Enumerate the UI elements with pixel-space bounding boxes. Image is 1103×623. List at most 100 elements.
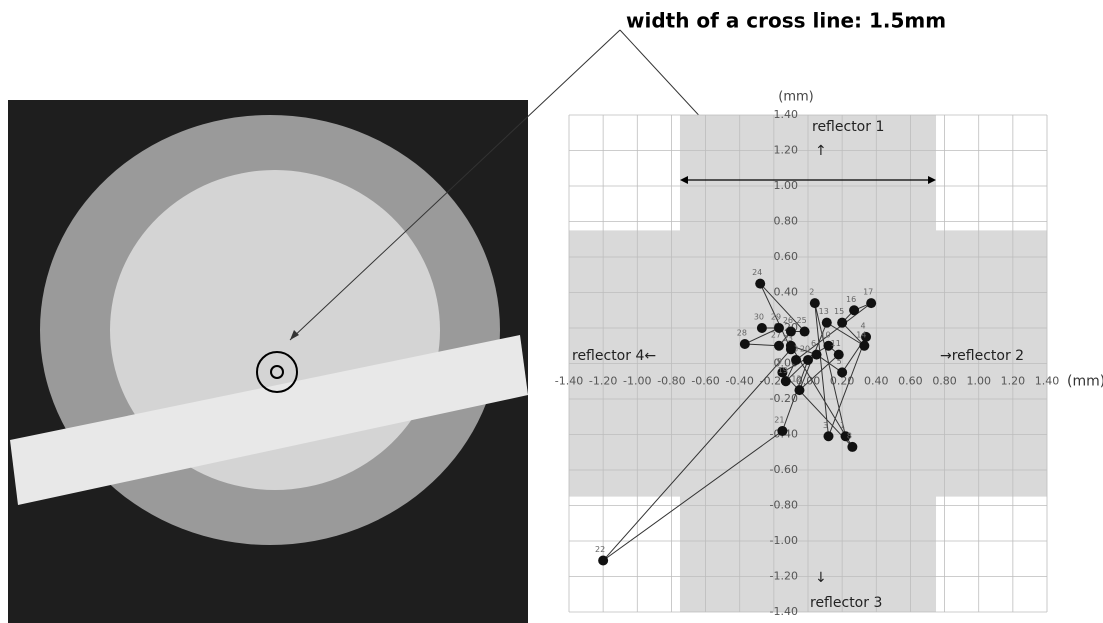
point <box>777 425 788 436</box>
point <box>823 431 834 442</box>
point-label: 19 <box>778 366 788 375</box>
x-tick-label: 0.60 <box>898 375 923 388</box>
point-label: 30 <box>754 313 764 322</box>
reflector-label: →reflector 2 <box>940 348 1024 364</box>
point-label: 5 <box>837 357 842 366</box>
point <box>861 331 872 342</box>
x-tick-label: -1.40 <box>555 375 583 388</box>
width-arrow-head <box>679 176 688 184</box>
point-label: 4 <box>860 321 865 330</box>
point-label: 9 <box>777 357 782 366</box>
y-tick-label: -1.00 <box>770 534 798 547</box>
x-tick-label: -0.40 <box>725 375 753 388</box>
point <box>756 323 767 333</box>
point <box>847 441 858 452</box>
point <box>803 354 813 365</box>
x-tick-label: 1.40 <box>1035 375 1060 388</box>
point <box>811 349 822 360</box>
reflector-label: reflector 1 <box>812 119 884 135</box>
point-label: 17 <box>863 288 873 297</box>
x-unit: (mm) <box>1067 374 1103 390</box>
reflector-arrow: ↑ <box>815 143 827 159</box>
y-tick-label: 0.80 <box>774 215 799 228</box>
point-label: 8 <box>847 431 852 440</box>
x-tick-label: 1.00 <box>966 375 991 388</box>
point-label: 1 <box>840 421 845 430</box>
x-tick-label: 1.20 <box>1001 375 1026 388</box>
y-tick-label: 1.40 <box>774 108 799 121</box>
width-arrow-head <box>928 176 937 184</box>
point <box>773 323 784 333</box>
point-label: 14 <box>856 330 866 339</box>
y-tick-label: -0.20 <box>770 392 798 405</box>
annotation: width of a cross line: 1.5mm <box>626 9 946 33</box>
point-label: 2 <box>809 288 814 297</box>
y-tick-label: 1.20 <box>774 144 799 157</box>
point-label: 21 <box>774 415 784 424</box>
photo <box>8 100 528 623</box>
photo-circle <box>256 351 298 393</box>
point <box>785 344 796 355</box>
point-label: 12 <box>791 375 801 384</box>
y-tick-label: -1.20 <box>770 570 798 583</box>
point <box>777 367 788 378</box>
point <box>799 326 810 337</box>
y-unit: (mm) <box>778 90 813 105</box>
pointer-line <box>289 29 621 341</box>
x-tick-label: -0.60 <box>691 375 719 388</box>
x-tick-label: -1.00 <box>623 375 651 388</box>
point-label: 24 <box>752 268 762 277</box>
point-label: 22 <box>595 545 605 554</box>
point-label: 26 <box>783 316 793 325</box>
point-label: 23 <box>783 334 793 343</box>
point <box>785 326 796 337</box>
point-label: 3 <box>823 421 828 430</box>
point <box>755 278 766 289</box>
point-label: 13 <box>819 307 829 316</box>
x-tick-label: 0.80 <box>932 375 957 388</box>
point <box>837 317 848 328</box>
chart: -1.40-1.20-1.00-0.80-0.60-0.40-0.200.000… <box>555 90 1103 619</box>
point <box>773 340 784 351</box>
point-label: 15 <box>834 307 844 316</box>
point-label: 29 <box>771 313 781 322</box>
pointer-head <box>290 330 299 340</box>
point-label: 6 <box>811 339 816 348</box>
point-label: 27 <box>771 330 781 339</box>
point-label: 11 <box>831 339 841 348</box>
y-tick-label: 0.40 <box>774 286 799 299</box>
reflector-arrow: ↓ <box>815 570 827 586</box>
point <box>866 298 877 309</box>
y-tick-label: -1.40 <box>770 605 798 618</box>
point-label: 28 <box>737 328 747 337</box>
y-tick-label: -0.80 <box>770 499 798 512</box>
x-tick-label: -0.20 <box>760 375 788 388</box>
point-label: 16 <box>846 295 856 304</box>
y-tick-label: 0.60 <box>774 250 799 263</box>
point <box>791 354 802 365</box>
point <box>823 340 834 351</box>
point <box>859 340 870 351</box>
point <box>849 305 860 316</box>
point <box>739 338 750 349</box>
point <box>780 376 791 387</box>
point <box>794 385 805 396</box>
point-label: 10 <box>820 330 830 339</box>
x-tick-label: 0.40 <box>864 375 889 388</box>
point <box>809 298 820 309</box>
reflector-label: reflector 4← <box>572 348 656 364</box>
point <box>833 349 844 360</box>
x-tick-label: -0.80 <box>657 375 685 388</box>
point-label: 20 <box>800 344 810 353</box>
y-tick-label: 1.00 <box>774 179 799 192</box>
x-tick-label: -1.20 <box>589 375 617 388</box>
reflector-label: reflector 3 <box>810 595 882 611</box>
point <box>840 431 851 442</box>
point <box>821 317 832 328</box>
point <box>598 555 609 566</box>
photo-tape <box>10 335 528 505</box>
point <box>837 367 848 378</box>
y-tick-label: -0.60 <box>770 463 798 476</box>
point-label: 25 <box>796 316 806 325</box>
